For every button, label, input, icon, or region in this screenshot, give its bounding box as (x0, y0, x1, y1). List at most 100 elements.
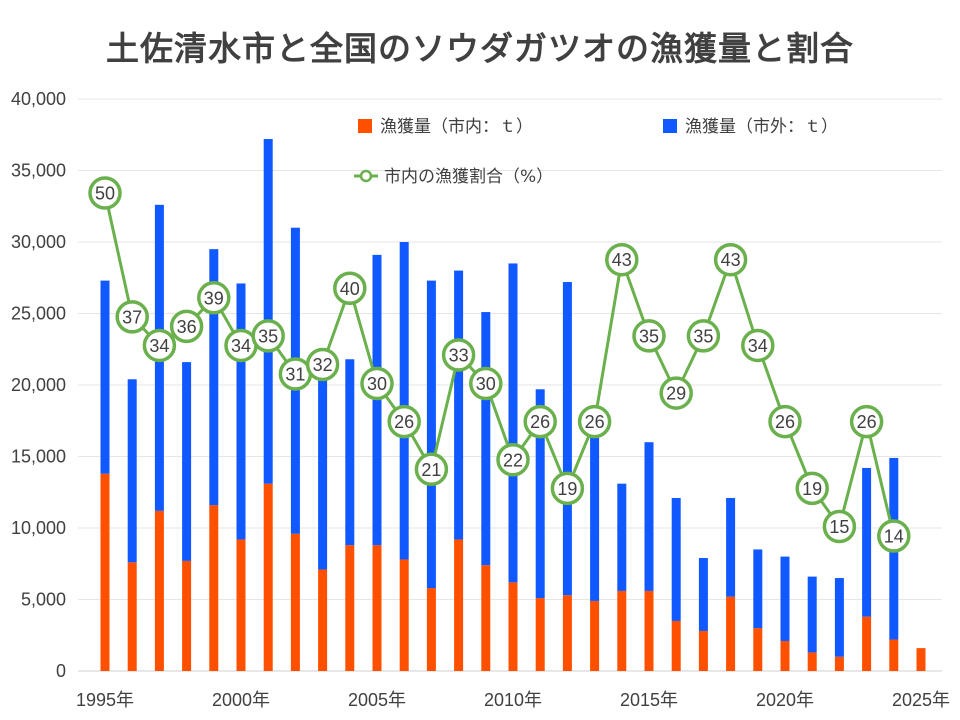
ratio-point (822, 509, 857, 544)
bar-city (345, 545, 355, 671)
ratio-data-label: 50 (95, 184, 115, 204)
y-tick-label: 20,000 (11, 375, 66, 395)
y-tick-label: 25,000 (11, 304, 66, 324)
bar-outside (535, 389, 545, 599)
ratio-line: 50 37 34 36 39 34 35 31 32 40 30 26 21 33 30 22 26 19 26 43… (88, 176, 911, 553)
ratio-point (523, 404, 557, 439)
ratio-point (333, 271, 367, 306)
ratio-point (387, 404, 421, 439)
y-tick-label: 0 (56, 661, 66, 681)
bar-city (426, 588, 436, 671)
y-tick-label: 30,000 (11, 232, 66, 252)
bar-city (236, 539, 246, 671)
bar-city (182, 560, 192, 671)
ratio-point (251, 319, 285, 353)
ratio-data-label: 26 (775, 412, 795, 432)
ratio-point (659, 376, 693, 410)
ratio-data-label: 30 (476, 374, 496, 394)
bar-city (889, 639, 899, 671)
ratio-data-label: 34 (231, 336, 251, 356)
ratio-point (605, 242, 639, 277)
bars (100, 139, 926, 671)
ratio-data-label: 31 (285, 365, 305, 385)
x-tick-label: 2000年 (212, 690, 270, 710)
x-tick-label: 2015年 (620, 690, 678, 710)
legend-label-outside: 漁獲量（市外：ｔ） (685, 117, 838, 137)
ratio-line-path (103, 192, 896, 537)
bar-city (780, 640, 790, 671)
ratio-point (360, 366, 394, 401)
bar-city (209, 505, 219, 671)
ratio-point (632, 319, 666, 353)
ratio-point (550, 471, 585, 506)
legend-label-city: 漁獲量（市内：ｔ） (380, 117, 533, 137)
bar-outside (753, 549, 763, 629)
ratio-data-label: 19 (557, 479, 577, 499)
x-tick-label: 2005年 (348, 690, 406, 710)
legend: 漁獲量（市内：ｔ） 漁獲量（市外：ｔ） 市内の漁獲割合（%） (354, 117, 838, 187)
bar-outside (807, 576, 817, 653)
ratio-point (686, 319, 721, 353)
bar-outside (182, 362, 192, 561)
bar-city (671, 620, 681, 671)
bar-city (154, 510, 164, 671)
bar-outside (617, 483, 627, 591)
bar-city (508, 582, 518, 671)
ratio-data-label: 40 (340, 279, 360, 299)
bar-city (535, 598, 545, 671)
ratio-data-label: 35 (693, 326, 713, 346)
ratio-data-label: 19 (802, 479, 822, 499)
bar-city (481, 565, 491, 671)
x-tick-label: 2020年 (756, 690, 814, 710)
ratio-data-label: 22 (503, 450, 523, 470)
ratio-data-label: 36 (177, 317, 197, 337)
bar-outside (508, 263, 518, 583)
bar-outside (590, 427, 600, 601)
ratio-data-label: 21 (421, 460, 441, 480)
bar-city (834, 656, 844, 671)
ratio-data-label: 43 (721, 250, 741, 270)
y-axis-ticks: 0 5,000 10,000 15,000 20,000 25,000 30,000 35,0… (11, 89, 66, 681)
legend-label-ratio: 市内の漁獲割合（%） (384, 167, 553, 187)
bar-city (698, 630, 708, 671)
bar-city (753, 628, 763, 671)
bar-city (100, 473, 110, 671)
bar-outside (780, 556, 790, 641)
ratio-data-label: 37 (122, 307, 142, 327)
bar-outside (318, 352, 328, 570)
bar-city (726, 596, 736, 671)
legend-swatch-outside (663, 119, 677, 133)
y-tick-label: 40,000 (11, 89, 66, 109)
ratio-point (169, 309, 204, 344)
bar-outside (698, 558, 708, 631)
ratio-point (577, 404, 612, 439)
ratio-point (414, 452, 449, 487)
bar-city (318, 569, 328, 671)
bar-city (590, 600, 600, 671)
x-tick-label: 1995年 (76, 690, 134, 710)
ratio-point (197, 281, 231, 315)
ratio-data-label: 15 (829, 517, 849, 537)
ratio-data-label: 29 (666, 384, 686, 404)
ratio-data-label: 26 (530, 412, 550, 432)
bar-city (127, 562, 137, 671)
bar-city (644, 590, 654, 671)
bar-outside (454, 270, 464, 540)
bar-city (263, 483, 273, 671)
ratio-point (469, 366, 503, 401)
y-tick-label: 10,000 (11, 518, 66, 538)
ratio-data-label: 34 (748, 336, 768, 356)
bar-outside (562, 282, 572, 596)
legend-marker-ratio (359, 169, 373, 183)
bar-outside (209, 249, 219, 506)
ratio-point (305, 347, 340, 382)
ratio-data-label: 26 (857, 412, 877, 432)
bar-city (617, 590, 627, 671)
ratio-data-label: 26 (394, 412, 414, 432)
y-tick-label: 15,000 (11, 447, 66, 467)
ratio-data-label: 30 (367, 374, 387, 394)
bar-city (290, 533, 300, 671)
ratio-data-label: 34 (149, 336, 169, 356)
y-tick-label: 5,000 (21, 590, 66, 610)
bar-outside (481, 312, 491, 566)
